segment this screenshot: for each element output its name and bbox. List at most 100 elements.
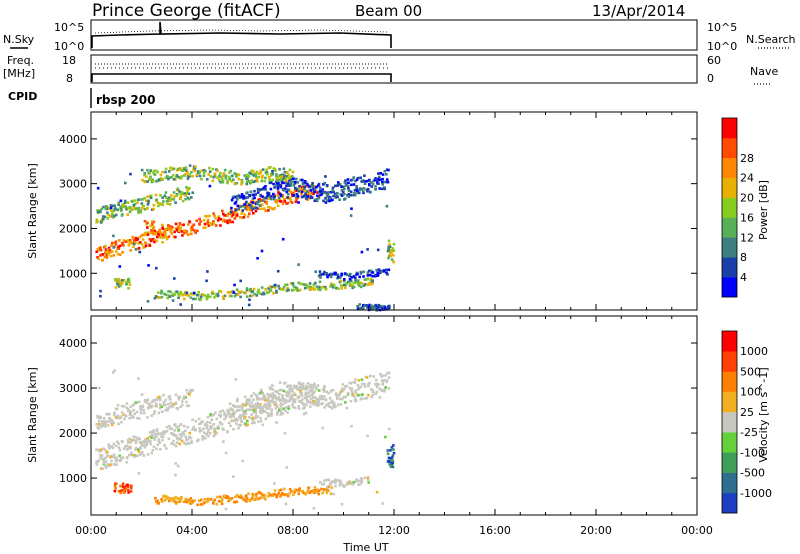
range-cell: [96, 220, 99, 223]
range-cell: [257, 403, 260, 406]
range-cell: [262, 394, 266, 397]
range-cell: [374, 185, 377, 188]
range-cell: [283, 401, 287, 405]
range-cell: [231, 178, 235, 181]
range-cell: [265, 168, 268, 172]
range-cell: [255, 492, 258, 496]
range-cell: [254, 409, 257, 413]
range-cell: [123, 488, 126, 491]
range-cell: [187, 404, 190, 408]
range-cell: [154, 497, 157, 500]
range-cell: [279, 192, 282, 196]
range-cell: [386, 460, 390, 463]
range-cell: [185, 186, 188, 189]
range-cell: [199, 220, 202, 223]
range-cell: [268, 413, 271, 416]
range-cell: [140, 393, 144, 396]
range-cell: [381, 374, 384, 377]
range-cell: [356, 307, 360, 310]
range-cell: [266, 403, 270, 407]
range-cell: [224, 177, 228, 180]
range-cell: [272, 197, 276, 201]
range-cell: [258, 397, 262, 401]
range-cell: [288, 196, 292, 200]
range-cell: [284, 502, 288, 506]
range-cell: [286, 395, 290, 398]
range-cell: [220, 498, 224, 501]
range-cell: [270, 411, 273, 414]
colorbar-segment: [722, 237, 737, 258]
range-cell: [141, 450, 144, 454]
range-cell: [102, 447, 105, 451]
range-cell: [306, 489, 309, 492]
range-cell: [254, 411, 258, 415]
range-cell: [157, 291, 160, 294]
range-cell: [343, 278, 346, 281]
range-cell: [298, 489, 301, 492]
range-cell: [321, 188, 324, 191]
range-cell: [300, 192, 303, 196]
range-cell: [176, 407, 179, 410]
range-cell: [143, 208, 147, 211]
range-cell: [169, 225, 172, 228]
range-cell: [169, 290, 172, 294]
range-cell: [175, 194, 179, 197]
range-cell: [249, 288, 253, 291]
power-cells: [95, 164, 396, 312]
range-cell: [388, 463, 391, 466]
range-cell: [228, 294, 231, 298]
range-cell: [332, 405, 335, 409]
range-cell: [387, 427, 391, 431]
range-cell: [129, 446, 133, 450]
range-cell: [187, 442, 190, 445]
range-cell: [157, 411, 161, 415]
range-cell: [129, 172, 132, 176]
range-cell: [387, 456, 391, 460]
range-cell: [170, 227, 174, 231]
range-cell: [235, 288, 239, 291]
range-cell: [114, 213, 118, 217]
y-tick-label: 2000: [59, 222, 87, 235]
range-cell: [107, 207, 111, 211]
range-cell: [226, 219, 230, 223]
range-cell: [150, 404, 154, 408]
range-cell: [336, 192, 339, 195]
range-cell: [332, 190, 335, 194]
range-cell: [229, 208, 233, 212]
range-cell: [240, 408, 244, 411]
range-cell: [277, 396, 281, 399]
range-cell: [175, 436, 179, 439]
range-cell: [290, 289, 294, 292]
range-cell: [246, 177, 249, 181]
range-cell: [371, 182, 375, 186]
range-cell: [366, 187, 370, 191]
freq-frame: [90, 54, 698, 84]
range-cell: [170, 176, 173, 179]
range-cell: [136, 208, 140, 211]
range-cell: [246, 419, 249, 423]
range-cell: [126, 201, 130, 204]
range-cell: [297, 201, 300, 204]
range-cell: [293, 386, 297, 389]
range-cell: [130, 208, 134, 212]
range-cell: [363, 476, 367, 480]
range-cell: [281, 412, 285, 415]
range-cell: [277, 491, 281, 495]
range-cell: [226, 291, 230, 294]
range-cell: [112, 254, 116, 257]
range-cell: [149, 440, 152, 443]
range-cell: [229, 407, 232, 410]
range-cell: [117, 285, 121, 288]
range-cell: [311, 184, 314, 187]
range-cell: [306, 382, 310, 385]
range-cell: [248, 171, 251, 175]
range-cell: [116, 458, 119, 462]
range-cell: [196, 172, 200, 175]
range-cell: [141, 404, 145, 408]
range-cell: [340, 502, 344, 506]
range-cell: [128, 453, 131, 457]
range-cell: [247, 303, 251, 307]
range-cell: [201, 293, 205, 296]
